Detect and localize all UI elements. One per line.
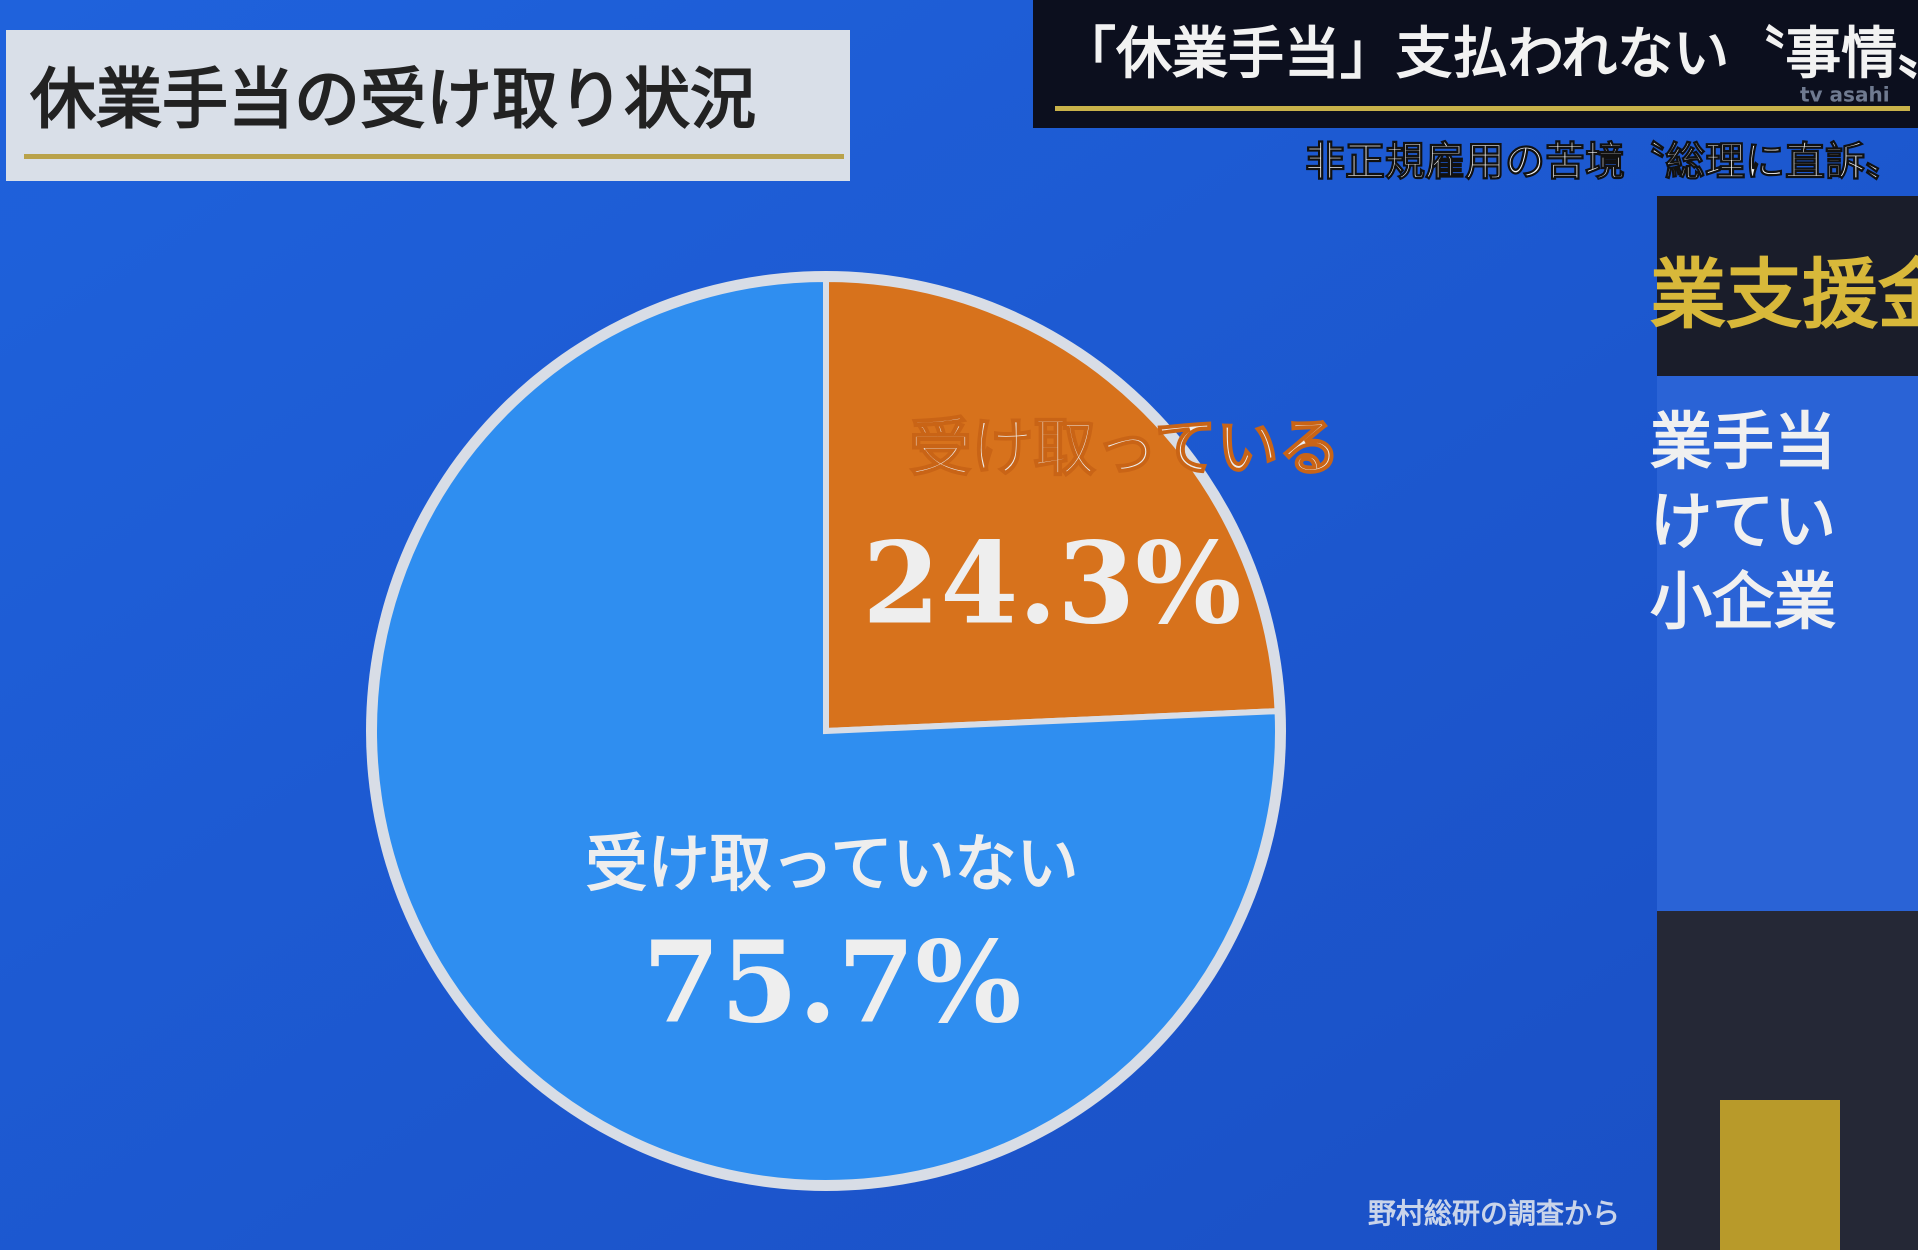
side-object xyxy=(1720,1100,1840,1250)
pie-slice xyxy=(823,275,1281,735)
pie-slice xyxy=(371,275,1281,1186)
value-label: 24.3% xyxy=(862,518,1241,649)
slice-label: 受け取っている xyxy=(910,411,1341,484)
headline: 「休業手当」支払われない〝事情〟 xyxy=(1060,22,1918,87)
pie: 受け取っている 24.3% 受け取っていない 75.7% xyxy=(366,271,1341,1191)
side-title: 業支援金 xyxy=(1650,250,1918,339)
slice-label: 受け取っていない xyxy=(586,827,1079,900)
side-panel-top xyxy=(1657,196,1918,376)
side-panel-body xyxy=(1657,376,1918,911)
source: 野村総研の調査から xyxy=(1368,1197,1620,1230)
side-line: 小企業 xyxy=(1650,565,1836,638)
value-label: 75.7% xyxy=(642,917,1021,1048)
chart-title: 休業手当の受け取り状況 xyxy=(29,61,756,138)
subheadline: 非正規雇用の苦境〝総理に直訴〟 xyxy=(1305,139,1905,185)
logo: tv asahi xyxy=(1800,83,1890,107)
title-underline xyxy=(24,154,844,159)
headline-underline xyxy=(1055,106,1910,111)
side-line: けてい xyxy=(1650,485,1836,558)
side-line: 業手当 xyxy=(1650,405,1836,478)
